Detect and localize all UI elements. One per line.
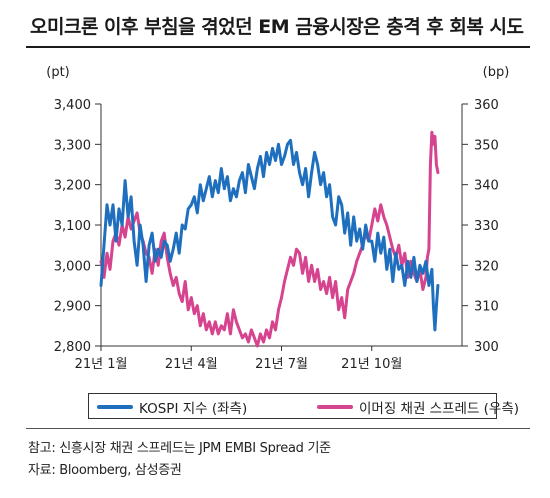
x-tick-label: 21년 7월 (255, 357, 308, 372)
right-tick-label: 300 (474, 340, 499, 355)
right-tick-label: 350 (474, 138, 499, 153)
chart-title: 오미크론 이후 부침을 겪었던 EM 금융시장은 충격 후 회복 시도 (30, 16, 524, 38)
left-tick-label: 3,300 (54, 138, 91, 153)
left-tick-label: 3,000 (54, 259, 91, 274)
left-tick-label: 3,400 (54, 98, 91, 113)
legend: KOSPI 지수 (좌측) 이머징 채권 스프레드 (우측) (88, 393, 519, 419)
title-rule (26, 46, 530, 48)
legend-kospi-swatch (97, 405, 133, 409)
x-tick-label: 21년 4월 (165, 357, 218, 372)
left-axis-unit: (pt) (46, 65, 70, 80)
left-tick-label: 3,200 (54, 179, 91, 194)
x-tick-label: 21년 1월 (75, 357, 128, 372)
x-tick-label: 21년 10월 (341, 357, 402, 372)
right-tick-label: 340 (474, 179, 499, 194)
right-tick-label: 320 (474, 259, 499, 274)
left-tick-label: 3,100 (54, 219, 91, 234)
kospi-series-line (99, 138, 440, 332)
left-tick-label: 2,900 (54, 300, 91, 315)
legend-spread-swatch (317, 405, 353, 409)
footer-rule (26, 428, 530, 429)
axes: (pt) (bp) 3,400 3,300 3,200 3,100 3,000 2,900 2,… (46, 65, 509, 372)
right-tick-label: 310 (474, 300, 499, 315)
legend-spread-label: 이머징 채권 스프레드 (우측) (359, 401, 520, 417)
right-axis-unit: (bp) (483, 65, 510, 80)
legend-kospi-label: KOSPI 지수 (좌측) (139, 401, 248, 417)
right-tick-label: 360 (474, 98, 499, 113)
right-tick-label: 330 (474, 219, 499, 234)
source-note: 자료: Bloomberg, 삼성증권 (28, 463, 182, 478)
series-layer (99, 130, 440, 348)
left-tick-label: 2,800 (54, 340, 91, 355)
spread-series-line (99, 130, 440, 348)
line-chart: (pt) (bp) 3,400 3,300 3,200 3,100 3,000 2,900 2,… (46, 65, 509, 372)
footnote: 참고: 신흥시장 채권 스프레드는 JPM EMBI Spread 기준 (28, 441, 331, 456)
